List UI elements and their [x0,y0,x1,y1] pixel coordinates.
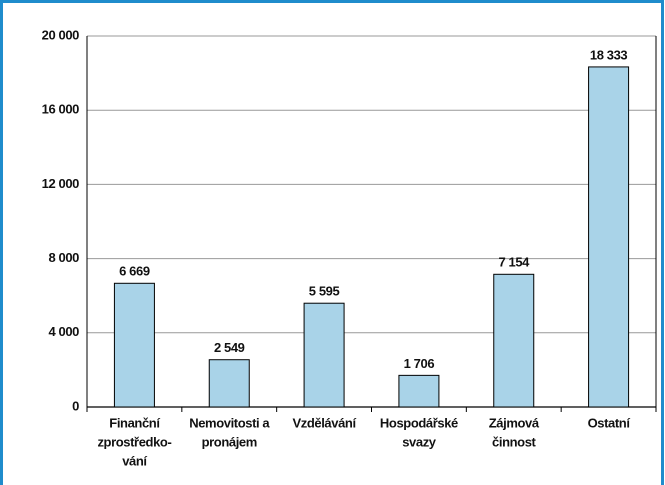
bar [493,273,535,408]
bar [588,66,630,408]
x-tick-label: Zájmová [489,415,540,430]
y-tick-label: 16 000 [42,102,80,117]
bar [113,282,155,408]
x-tick-label: činnost [492,434,536,449]
x-tick-label: zprostředko- [97,434,171,449]
x-tick-label: svazy [402,434,437,449]
x-tick-label: Ostatní [588,415,631,430]
value-label: 6 669 [119,264,150,279]
value-label: 7 154 [498,255,530,270]
value-label: 5 595 [309,284,340,299]
x-tick-label: Vzdělávání [292,415,356,430]
x-tick-label: Hospodářské [380,415,458,430]
y-tick-label: 20 000 [42,27,80,42]
x-tick-label: vání [122,453,147,468]
value-label: 2 549 [214,340,245,355]
y-tick-label: 4 000 [48,324,79,339]
bar [398,374,440,408]
x-tick-label: Nemovitosti a [189,415,270,430]
value-label: 1 706 [404,356,435,371]
value-label: 18 333 [590,47,628,62]
y-tick-label: 12 000 [42,176,80,191]
y-tick-label: 0 [72,398,79,413]
y-tick-label: 8 000 [48,250,79,265]
x-tick-label: pronájem [202,434,257,449]
x-tick-label: Finanční [109,415,160,430]
bar [303,302,345,408]
bar [208,359,250,408]
